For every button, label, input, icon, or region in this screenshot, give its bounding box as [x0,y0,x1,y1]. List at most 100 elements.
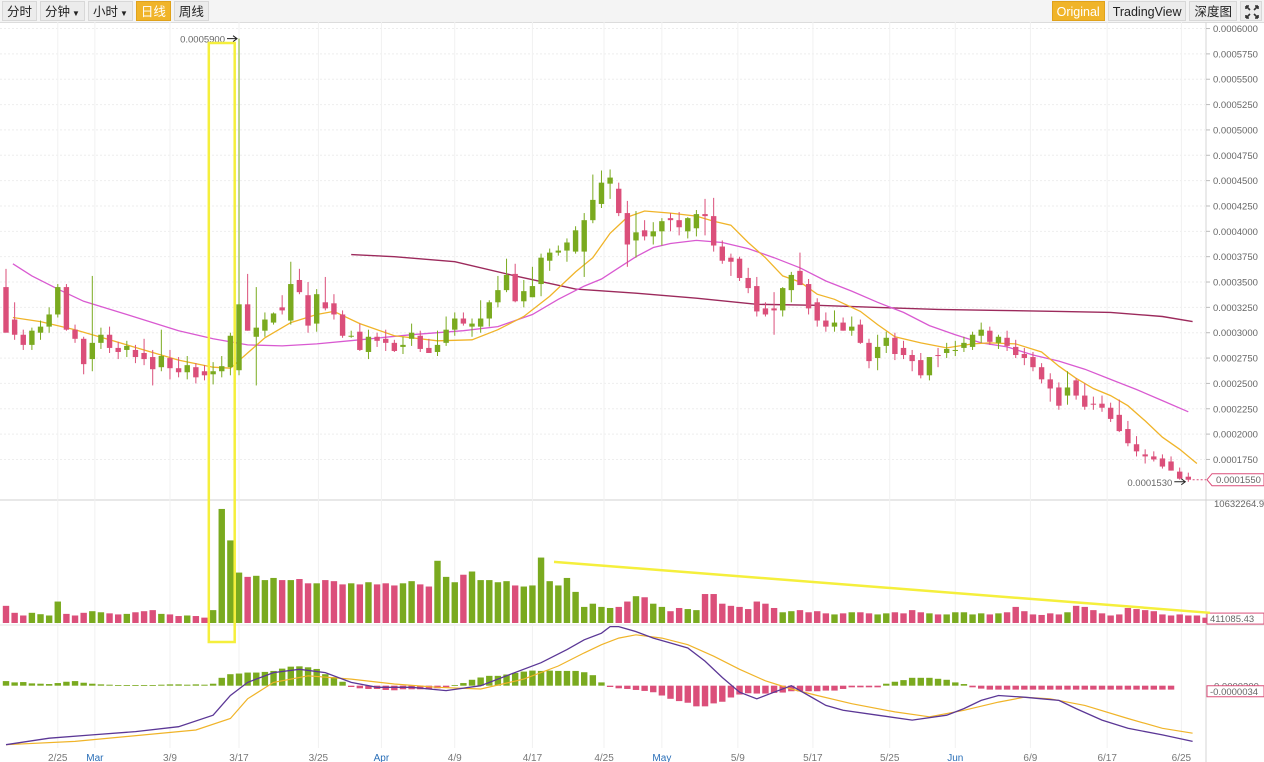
candle[interactable] [805,278,812,315]
macd-histogram-bar[interactable] [796,685,804,692]
volume-bar[interactable] [106,613,113,623]
volume-bar[interactable] [839,613,847,623]
candle[interactable] [995,334,1002,349]
volume-bar[interactable] [408,581,415,623]
volume-bar[interactable] [1107,615,1114,623]
candle[interactable] [486,300,492,327]
volume-bar[interactable] [494,582,502,623]
candle[interactable] [780,287,786,317]
candle[interactable] [754,276,760,317]
volume-bar[interactable] [339,584,346,623]
volume-bar[interactable] [693,610,700,623]
candle[interactable] [987,326,993,345]
macd-histogram-bar[interactable] [304,667,312,686]
candle[interactable] [63,284,70,331]
volume-bar[interactable] [451,582,458,623]
macd-histogram-bar[interactable] [926,677,933,686]
volume-bar[interactable] [883,613,890,623]
macd-histogram-bar[interactable] [278,668,286,686]
volume-bar[interactable] [641,597,648,623]
volume-bar[interactable] [831,614,838,623]
candle[interactable] [262,312,268,337]
macd-histogram-bar[interactable] [805,685,812,692]
macd-histogram-bar[interactable] [54,683,61,686]
candle[interactable] [788,271,795,303]
macd-histogram-bar[interactable] [624,685,631,689]
macd-histogram-bar[interactable] [1133,685,1140,690]
candle[interactable] [357,323,363,351]
volume-bar[interactable] [667,611,674,623]
candle[interactable] [37,320,44,340]
macd-histogram-bar[interactable] [1098,685,1106,690]
volume-bar[interactable] [278,580,286,623]
candle[interactable] [296,268,303,295]
candle[interactable] [434,330,441,357]
volume-bar[interactable] [1202,617,1209,623]
candle[interactable] [374,332,380,347]
volume-bar[interactable] [313,583,320,623]
candle[interactable] [616,182,622,217]
volume-bar[interactable] [123,613,131,623]
candle[interactable] [115,341,121,360]
volume-bar[interactable] [908,610,916,623]
macd-histogram-bar[interactable] [934,678,942,686]
macd-histogram-bar[interactable] [175,684,182,686]
candle[interactable] [641,220,648,241]
candlestick-chart[interactable]: 0.00060000.00057500.00055000.00052500.00… [0,22,1264,762]
candle[interactable] [1168,456,1174,471]
volume-bar[interactable] [650,603,657,623]
macd-histogram-bar[interactable] [365,685,372,689]
candle[interactable] [469,318,475,337]
candle[interactable] [1185,472,1192,482]
volume-bar[interactable] [684,609,691,623]
volume-bar[interactable] [822,613,830,623]
volume-bar[interactable] [460,574,467,623]
macd-histogram-bar[interactable] [770,685,778,693]
volume-bar[interactable] [503,581,510,623]
volume-bar[interactable] [1133,609,1140,623]
macd-histogram-bar[interactable] [658,685,666,696]
candle[interactable] [1116,399,1122,433]
volume-bar[interactable] [166,614,174,623]
volume-bar[interactable] [296,579,303,623]
macd-histogram-bar[interactable] [97,684,105,686]
macd-histogram-bar[interactable] [244,672,251,686]
candle[interactable] [339,310,346,338]
candle[interactable] [728,253,734,276]
macd-histogram-bar[interactable] [675,685,683,702]
candle[interactable] [710,197,717,252]
candle[interactable] [1176,467,1183,480]
candle[interactable] [348,330,354,338]
candle[interactable] [538,253,544,297]
candle[interactable] [313,289,320,332]
candle[interactable] [1107,402,1114,422]
candle[interactable] [1151,451,1157,462]
candle[interactable] [512,263,518,303]
volume-bar[interactable] [615,606,622,623]
candle[interactable] [909,349,915,372]
macd-histogram-bar[interactable] [995,685,1002,690]
candle[interactable] [477,300,484,333]
candle[interactable] [1099,395,1105,412]
volume-bar[interactable] [468,571,476,623]
volume-bar[interactable] [1176,614,1183,623]
macd-histogram-bar[interactable] [192,684,200,686]
macd-histogram-bar[interactable] [235,673,243,686]
volume-bar[interactable] [37,614,44,623]
volume-bar[interactable] [606,607,614,623]
volume-bar[interactable] [814,611,821,623]
volume-bar[interactable] [192,616,200,623]
volume-bar[interactable] [934,614,942,623]
volume-bar[interactable] [1055,614,1063,623]
macd-histogram-bar[interactable] [874,685,881,688]
candle[interactable] [11,302,18,340]
macd-histogram-bar[interactable] [270,670,277,686]
volume-bar[interactable] [546,581,553,623]
volume-bar[interactable] [261,580,269,623]
candle[interactable] [184,356,190,380]
macd-histogram-bar[interactable] [1047,685,1054,690]
macd-histogram-bar[interactable] [857,685,864,688]
macd-histogram-bar[interactable] [1055,685,1063,690]
volume-bar[interactable] [943,614,950,623]
macd-histogram-bar[interactable] [37,683,44,686]
